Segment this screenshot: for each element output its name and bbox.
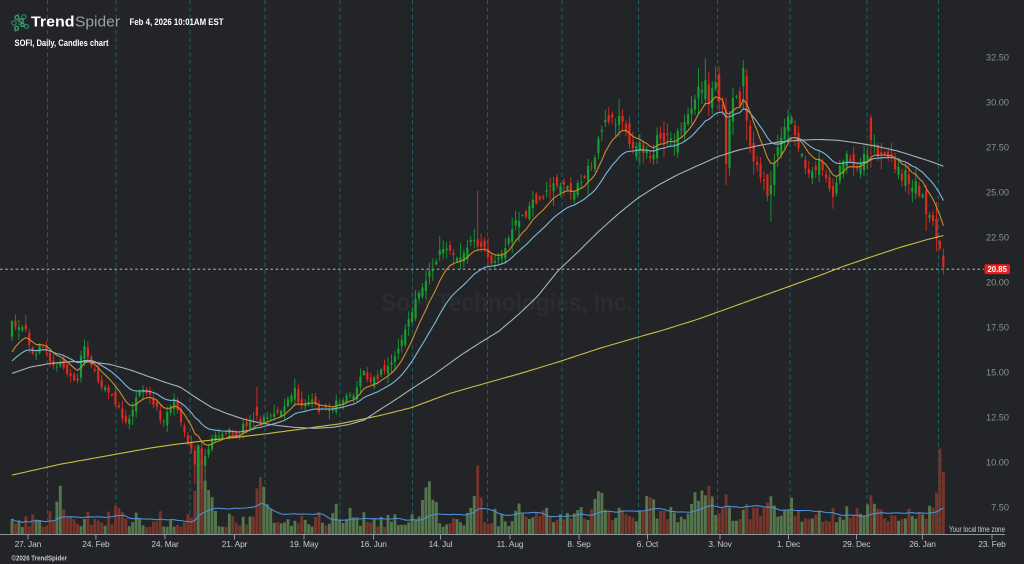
svg-text:30.00: 30.00 xyxy=(986,98,1009,108)
svg-text:Trend: Trend xyxy=(31,14,75,30)
svg-text:25.00: 25.00 xyxy=(986,188,1009,198)
svg-text:12.50: 12.50 xyxy=(986,413,1009,423)
svg-text:20.00: 20.00 xyxy=(986,278,1009,288)
svg-text:15.00: 15.00 xyxy=(986,368,1009,378)
svg-text:3. Nov: 3. Nov xyxy=(708,539,732,549)
svg-text:Your local time zone: Your local time zone xyxy=(949,525,1005,534)
svg-text:20.85: 20.85 xyxy=(987,265,1007,274)
svg-text:Feb 4, 2026 10:01AM EST: Feb 4, 2026 10:01AM EST xyxy=(130,17,224,28)
svg-text:29. Dec: 29. Dec xyxy=(843,539,871,549)
svg-text:32.50: 32.50 xyxy=(986,53,1009,63)
svg-text:26. Jan: 26. Jan xyxy=(909,539,936,549)
svg-text:SOFI, Daily, Candles chart: SOFI, Daily, Candles chart xyxy=(15,38,109,48)
svg-text:17.50: 17.50 xyxy=(986,323,1009,333)
svg-text:1. Dec: 1. Dec xyxy=(777,539,800,549)
svg-text:22.50: 22.50 xyxy=(986,233,1009,243)
svg-text:10.00: 10.00 xyxy=(986,458,1009,468)
svg-text:21. Apr: 21. Apr xyxy=(222,539,248,549)
svg-text:24. Feb: 24. Feb xyxy=(82,539,110,549)
svg-text:8. Sep: 8. Sep xyxy=(567,539,591,549)
svg-text:19. May: 19. May xyxy=(290,539,320,549)
svg-text:16. Jun: 16. Jun xyxy=(360,539,387,549)
svg-text:27. Jan: 27. Jan xyxy=(15,539,42,549)
svg-text:27.50: 27.50 xyxy=(986,143,1009,153)
svg-text:6. Oct: 6. Oct xyxy=(637,539,659,549)
svg-text:Spider: Spider xyxy=(75,14,120,30)
svg-text:23. Feb: 23. Feb xyxy=(978,539,1006,549)
svg-text:7.50: 7.50 xyxy=(991,503,1009,513)
svg-text:11. Aug: 11. Aug xyxy=(497,539,524,549)
svg-text:©2026 TrendSpider: ©2026 TrendSpider xyxy=(12,554,68,563)
svg-text:24. Mar: 24. Mar xyxy=(151,539,179,549)
svg-text:14. Jul: 14. Jul xyxy=(429,539,453,549)
